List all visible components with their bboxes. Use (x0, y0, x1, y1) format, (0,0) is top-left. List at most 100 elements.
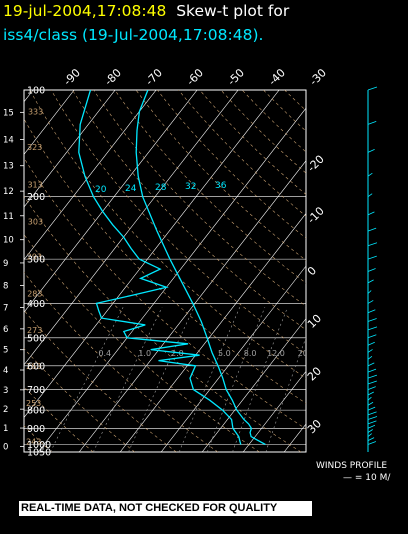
wind-barb (367, 149, 375, 153)
right-temperature-label: -20 (305, 153, 327, 175)
height-tick-label: 15 (3, 108, 14, 118)
isotherm-line (24, 90, 280, 419)
dry-adiabat-line (24, 425, 52, 452)
dry-adiabat-line (24, 347, 135, 452)
wind-profile (367, 86, 378, 452)
dewpoint-trace (78, 90, 242, 445)
dry-adiabat-line (24, 271, 218, 452)
dry-adiabat-label: 273 (27, 326, 42, 335)
wind-barb (367, 120, 377, 125)
top-temperature-label: -90 (61, 66, 83, 88)
dry-adiabat-label: 293 (27, 253, 42, 262)
quality-warning: REAL-TIME DATA, NOT CHECKED FOR QUALITY (19, 501, 312, 516)
wetbulb-label: 24 (125, 184, 137, 194)
dry-adiabat-label: 333 (28, 108, 43, 117)
dry-adiabat-line (72, 90, 306, 331)
mixing-ratio-line (50, 307, 124, 452)
dry-adiabat-label: 283 (27, 289, 42, 298)
top-temperature-label: -30 (307, 66, 329, 88)
isotherm-line (37, 107, 306, 452)
wind-barb (367, 429, 373, 433)
pressure-tick-label: 400 (27, 299, 45, 310)
height-tick-label: 0 (3, 443, 8, 453)
pressure-tick-label: 800 (27, 406, 45, 417)
wind-barb (367, 86, 378, 91)
wind-barb (367, 420, 377, 425)
top-temperature-label: -80 (102, 66, 124, 88)
top-temperature-tick: -80 (102, 66, 124, 88)
plot-frame (23, 89, 307, 453)
pressure-tick-label: 600 (27, 361, 45, 372)
wind-barb (367, 279, 374, 284)
wetbulb-label: 28 (155, 183, 167, 193)
right-temperature-tick: 20 (305, 364, 324, 383)
mixing-ratio-label: 5.0 (218, 349, 231, 358)
height-tick-label: 13 (3, 162, 14, 172)
height-tick-label: 3 (3, 386, 8, 396)
wind-barb (367, 386, 376, 390)
right-temperature-label: 30 (305, 417, 324, 436)
right-temperature-tick: 0 (305, 264, 319, 278)
wind-barb (367, 290, 372, 294)
wind-barb (367, 437, 375, 441)
title-label: Skew-t plot for (176, 2, 290, 20)
wind-barb (367, 300, 374, 304)
height-tick-label: 5 (3, 346, 8, 356)
pressure-tick-label: 100 (27, 86, 45, 97)
mixing-ratio-label: 20 (298, 349, 308, 358)
top-temperature-label: -60 (184, 66, 206, 88)
dry-adiabat-label: 303 (28, 218, 43, 227)
mixing-ratio-line (232, 307, 288, 452)
right-temperature-tick: -20 (305, 153, 327, 175)
wind-barb (367, 227, 377, 232)
axes-layer: 1002003004005006007008009001000105001234… (3, 66, 329, 458)
isotherm-line (325, 90, 408, 452)
top-temperature-tick: -30 (307, 66, 329, 88)
grid-layer (23, 89, 307, 453)
right-temperature-label: -10 (305, 204, 327, 226)
isotherm-line (24, 90, 239, 366)
pressure-tick-label: 1000 (27, 440, 51, 451)
dry-adiabat-label: 313 (27, 181, 42, 190)
wetbulb-label: 36 (215, 181, 227, 191)
wind-barb (367, 424, 376, 429)
wind-barb (367, 396, 372, 401)
mixing-ratio-label: 1.0 (138, 349, 151, 358)
isotherm-line (24, 90, 116, 208)
wind-barb (367, 368, 377, 373)
pressure-tick-label: 700 (27, 385, 45, 396)
top-temperature-tick: -70 (143, 66, 165, 88)
height-tick-label: 11 (3, 212, 14, 222)
wind-barb (367, 433, 373, 437)
right-temperature-tick: -10 (305, 204, 327, 226)
top-temperature-tick: -90 (61, 66, 83, 88)
plot-subtitle: iss4/class (19-Jul-2004,17:08:48). (3, 26, 264, 44)
height-tick-label: 8 (3, 282, 8, 292)
dry-adiabat-label: 323 (27, 143, 42, 152)
height-tick-label: 14 (3, 135, 14, 145)
dry-adiabat-line (24, 157, 306, 430)
pressure-tick-label: 1050 (27, 448, 51, 459)
pressure-tick-label: 900 (27, 424, 45, 435)
winds-profile-title: WINDS PROFILE (316, 461, 387, 471)
dry-adiabat-line (241, 90, 306, 153)
wind-barb (367, 411, 377, 416)
wind-barb (367, 374, 378, 379)
pressure-tick-label: 200 (27, 192, 45, 203)
wind-barb (367, 355, 373, 360)
dry-adiabat-label: 263 (26, 362, 41, 371)
dry-adiabat-line (24, 118, 306, 404)
height-tick-label: 12 (3, 187, 14, 197)
title-datetime: 19-jul-2004,17:08:48 (3, 2, 167, 20)
isotherm-line (78, 160, 306, 452)
dry-adiabat-line (284, 90, 306, 111)
height-tick-label: 4 (3, 366, 8, 376)
winds-profile-scale: — = 10 M/ (343, 473, 391, 483)
isotherm-line (24, 90, 198, 313)
wetbulb-label: 20 (95, 185, 107, 195)
dry-adiabat-line (24, 386, 94, 452)
top-temperature-tick: -50 (225, 66, 247, 88)
dry-adiabat-line (24, 234, 260, 452)
wind-barb (367, 242, 378, 247)
